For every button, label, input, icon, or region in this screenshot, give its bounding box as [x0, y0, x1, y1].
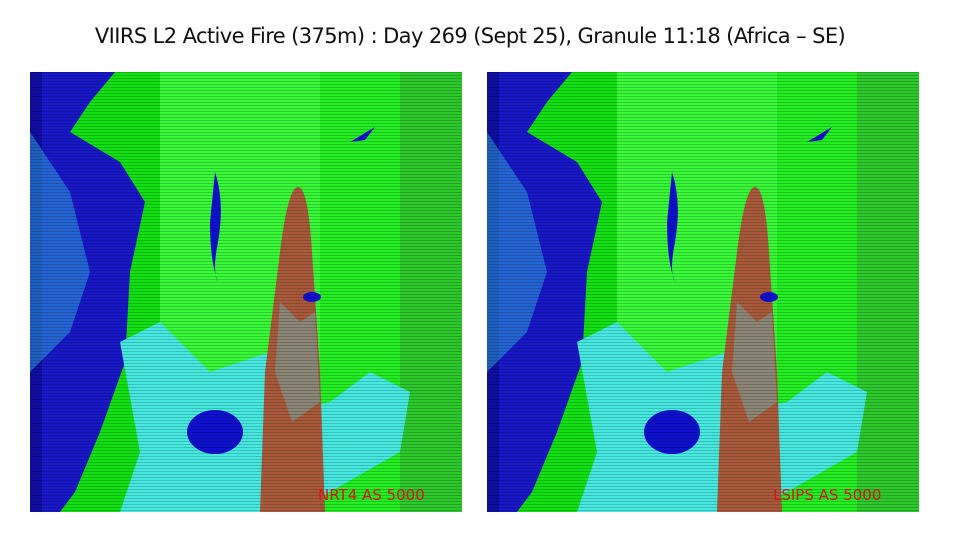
panel-label: NRT4 AS 5000: [318, 486, 425, 504]
satellite-image: [487, 72, 919, 512]
panel-label: LSIPS AS 5000: [773, 486, 882, 504]
satellite-image: [30, 72, 462, 512]
slide-title: VIIRS L2 Active Fire (375m) : Day 269 (S…: [94, 24, 846, 48]
image-panel: NRT4 AS 5000: [30, 72, 462, 512]
image-panel: LSIPS AS 5000: [487, 72, 919, 512]
